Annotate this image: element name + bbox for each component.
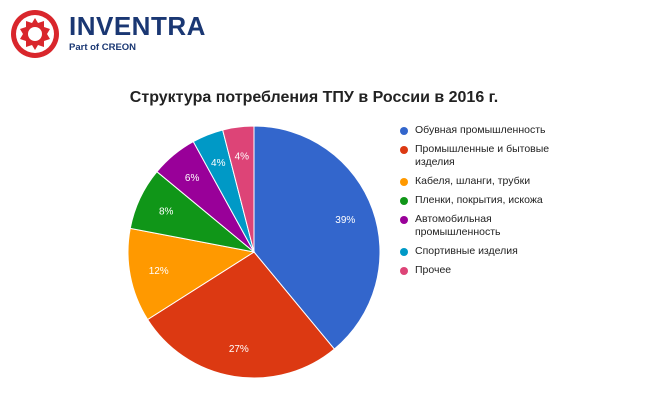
gear-logo-icon <box>11 10 59 58</box>
slice-label-1: 27% <box>229 344 249 355</box>
legend-swatch-3 <box>400 197 408 205</box>
pie-slice-2 <box>127 227 256 321</box>
legend-item-3: Пленки, покрытия, искожа <box>400 194 600 207</box>
chart-title: Структура потребления ТПУ в России в 201… <box>129 89 499 106</box>
logo-center <box>28 27 42 41</box>
chart-legend: Обувная промышленность Промышленные и быт… <box>400 124 600 277</box>
slice-label-5: 4% <box>211 158 226 169</box>
slice-label-6: 4% <box>235 152 250 163</box>
legend-item-4: Автомобильная промышленность <box>400 213 600 239</box>
legend-label-0: Обувная промышленность <box>415 124 546 136</box>
legend-swatch-1 <box>400 146 408 154</box>
legend-swatch-4 <box>400 216 408 224</box>
slice-label-4: 6% <box>185 173 200 184</box>
legend-label-3: Пленки, покрытия, искожа <box>415 194 543 206</box>
legend-swatch-5 <box>400 248 408 256</box>
legend-item-6: Прочее <box>400 264 600 277</box>
legend-swatch-6 <box>400 267 408 275</box>
brand-name: INVENTRA <box>69 11 206 41</box>
legend-label-5: Спортивные изделия <box>415 245 518 257</box>
pie-slice-0 <box>253 125 381 350</box>
legend-item-2: Кабеля, шланги, трубки <box>400 175 600 188</box>
legend-label-1: Промышленные и бытовые изделия <box>415 143 550 168</box>
legend-label-2: Кабеля, шланги, трубки <box>415 175 531 187</box>
slice-label-3: 8% <box>159 207 174 218</box>
legend-swatch-2 <box>400 178 408 186</box>
legend-swatch-0 <box>400 127 408 135</box>
slice-label-2: 12% <box>149 266 169 277</box>
legend-label-6: Прочее <box>415 264 452 276</box>
brand-subtitle: Part of CREON <box>69 42 137 53</box>
slice-label-0: 39% <box>335 215 355 226</box>
legend-label-4: Автомобильная промышленность <box>415 213 501 238</box>
company-logo: INVENTRA Part of CREON <box>9 8 205 60</box>
legend-item-1: Промышленные и бытовые изделия <box>400 143 600 169</box>
legend-item-0: Обувная промышленность <box>400 124 600 137</box>
legend-item-5: Спортивные изделия <box>400 245 600 258</box>
pie-slice-6 <box>222 125 255 253</box>
pie-slice-1 <box>146 251 336 379</box>
